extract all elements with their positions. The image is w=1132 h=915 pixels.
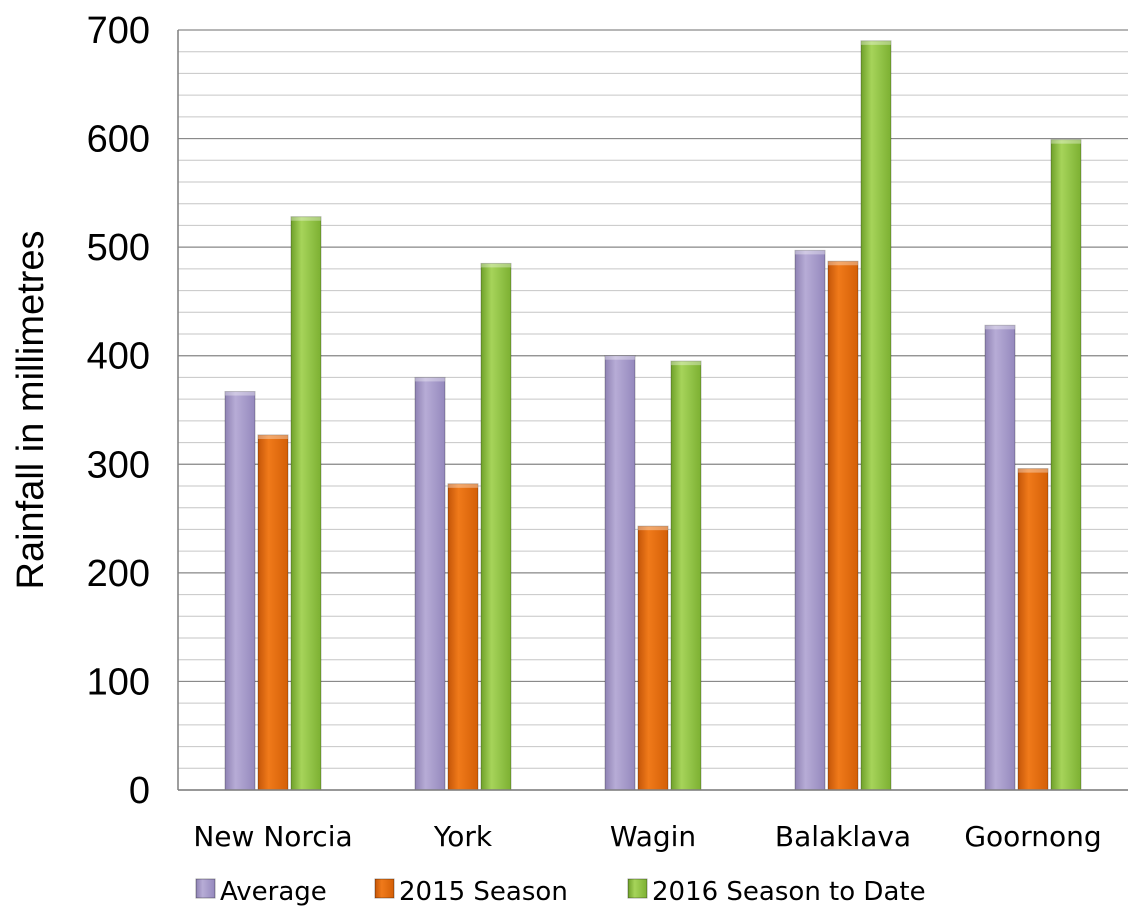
bar-top-highlight	[291, 216, 321, 221]
bar-average-goornong	[984, 324, 1016, 791]
bars	[224, 40, 1082, 791]
bar-top-highlight	[258, 434, 288, 439]
bar-top-highlight	[605, 355, 635, 360]
bar-top-highlight	[861, 40, 891, 45]
legend-label: 2016 Season to Date	[652, 877, 926, 907]
legend-swatch	[195, 878, 216, 899]
bar-top-highlight	[448, 483, 478, 488]
bar-top-highlight	[671, 361, 701, 366]
bar-top-highlight	[415, 377, 445, 382]
y-tick-label: 0	[129, 770, 150, 812]
y-tick-label: 600	[87, 119, 150, 161]
x-tick-label: Goornong	[964, 820, 1101, 853]
bar-top-highlight	[225, 391, 255, 396]
y-axis-title: Rainfall in millimetres	[10, 231, 52, 590]
bar-top-highlight	[1018, 468, 1048, 473]
y-tick-label: 200	[87, 553, 150, 595]
bar-2016-season-to-date-new-norcia	[290, 216, 322, 791]
x-tick-label: Balaklava	[775, 820, 911, 853]
bar-2015-season-york	[447, 483, 479, 791]
bar-top-highlight	[828, 261, 858, 266]
bar-2016-season-to-date-goornong	[1050, 139, 1082, 791]
y-tick-label: 300	[87, 444, 150, 486]
bar-top-highlight	[638, 526, 668, 531]
legend: Average 2015 Season 2016 Season to Date	[195, 877, 926, 907]
bar-top-highlight	[481, 263, 511, 268]
axes: 0 100 200 300 400 500 600 700 New Norcia York Wagi…	[87, 10, 1128, 853]
legend-label: 2015 Season	[399, 877, 568, 907]
bar-average-york	[414, 376, 446, 791]
bar-2016-season-to-date-balaklava	[860, 40, 892, 791]
bar-average-wagin	[604, 355, 636, 791]
y-tick-label: 100	[87, 661, 150, 703]
bar-top-highlight	[1051, 139, 1081, 144]
legend-swatch	[627, 878, 648, 899]
bar-average-balaklava	[794, 249, 826, 791]
legend-swatch	[374, 878, 395, 899]
bar-top-highlight	[795, 250, 825, 255]
bar-2016-season-to-date-york	[480, 262, 512, 791]
y-tick-label: 700	[87, 10, 150, 52]
x-tick-label: York	[433, 820, 493, 853]
legend-label: Average	[220, 877, 327, 907]
bar-2016-season-to-date-wagin	[670, 360, 702, 791]
x-tick-label: New Norcia	[193, 820, 352, 853]
bar-top-highlight	[985, 325, 1015, 330]
bar-average-new-norcia	[224, 391, 256, 791]
x-tick-label: Wagin	[610, 820, 696, 853]
bar-2015-season-goornong	[1017, 468, 1049, 791]
bar-2015-season-balaklava	[827, 260, 859, 791]
y-tick-label: 400	[87, 336, 150, 378]
y-tick-label: 500	[87, 227, 150, 269]
bar-2015-season-wagin	[637, 525, 669, 791]
bar-2015-season-new-norcia	[257, 434, 289, 791]
